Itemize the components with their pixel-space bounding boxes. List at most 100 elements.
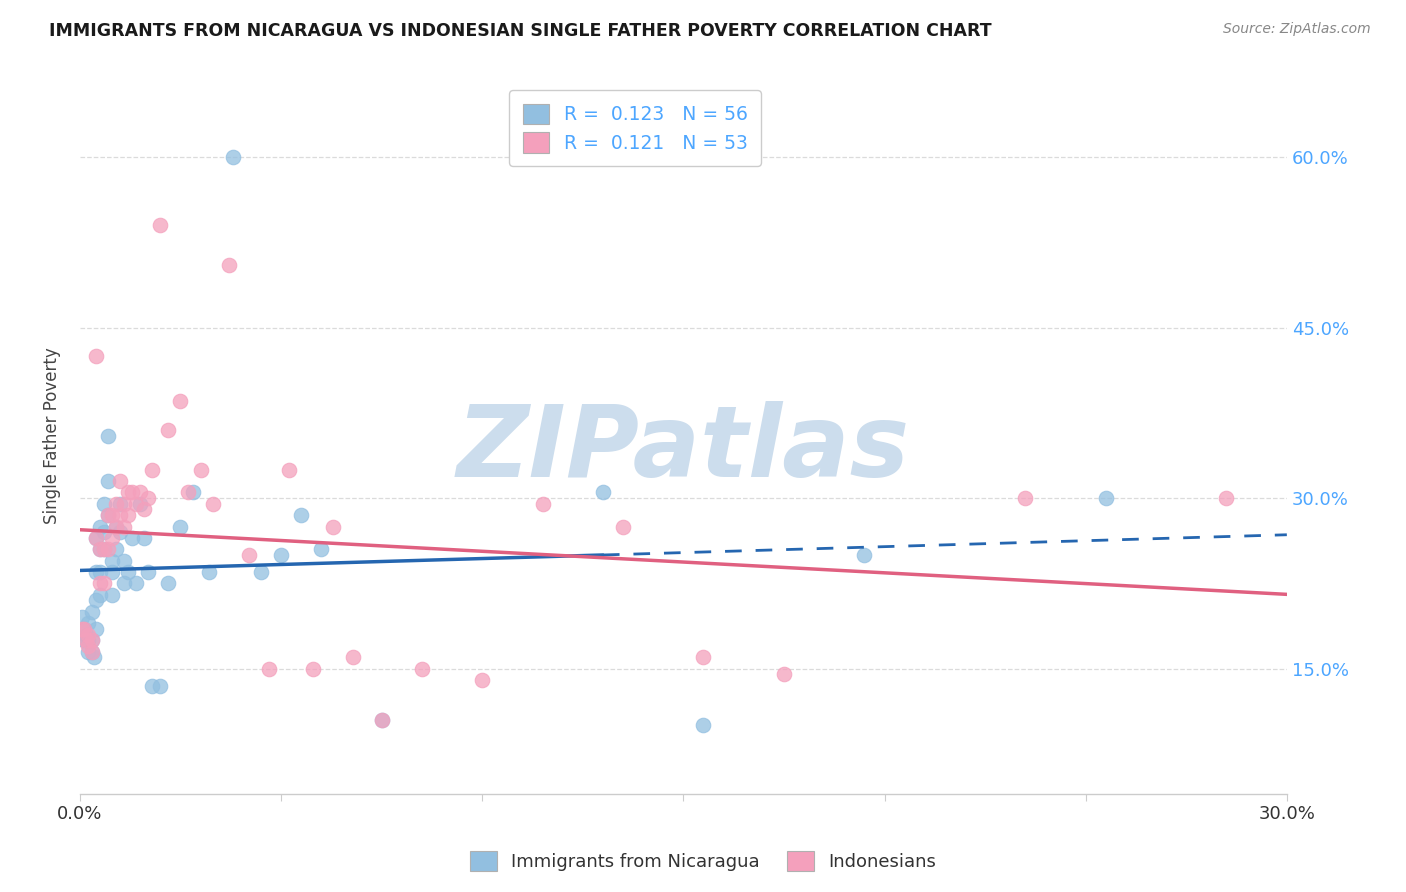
Point <box>80 644 103 658</box>
Point <box>89 542 111 557</box>
Point <box>89 519 111 533</box>
Point <box>84 531 107 545</box>
Point <box>169 394 191 409</box>
Point <box>73 633 96 648</box>
Point <box>75 627 97 641</box>
Point <box>101 565 124 579</box>
Point <box>89 565 111 579</box>
Legend: R =  0.123   N = 56, R =  0.121   N = 53: R = 0.123 N = 56, R = 0.121 N = 53 <box>509 90 761 166</box>
Point <box>77 627 100 641</box>
Point <box>89 542 111 557</box>
Point <box>80 633 103 648</box>
Point <box>101 553 124 567</box>
Text: ZIPatlas: ZIPatlas <box>457 401 910 499</box>
Point <box>101 531 124 545</box>
Point <box>342 650 364 665</box>
Point <box>157 423 180 437</box>
Point <box>93 525 115 540</box>
Point <box>84 622 107 636</box>
Point <box>222 150 245 164</box>
Point <box>136 491 159 505</box>
Point <box>93 576 115 591</box>
Point <box>89 588 111 602</box>
Point <box>97 428 120 442</box>
Point <box>309 542 332 557</box>
Point <box>80 633 103 648</box>
Point <box>105 519 128 533</box>
Point <box>181 485 204 500</box>
Point <box>97 474 120 488</box>
Point <box>169 519 191 533</box>
Point <box>238 548 260 562</box>
Point <box>108 497 131 511</box>
Y-axis label: Single Father Poverty: Single Father Poverty <box>44 347 60 524</box>
Point <box>692 650 714 665</box>
Point <box>108 508 131 523</box>
Point <box>70 622 93 636</box>
Point <box>302 662 325 676</box>
Point <box>73 622 96 636</box>
Point <box>853 548 876 562</box>
Point <box>93 542 115 557</box>
Text: Source: ZipAtlas.com: Source: ZipAtlas.com <box>1223 22 1371 37</box>
Point <box>70 610 93 624</box>
Point <box>93 497 115 511</box>
Point <box>531 497 554 511</box>
Point <box>190 463 212 477</box>
Point <box>270 548 292 562</box>
Point <box>1014 491 1036 505</box>
Point <box>692 718 714 732</box>
Point <box>1215 491 1237 505</box>
Point <box>105 519 128 533</box>
Point <box>136 565 159 579</box>
Point <box>105 497 128 511</box>
Point <box>77 639 100 653</box>
Point <box>97 508 120 523</box>
Point <box>257 662 280 676</box>
Point <box>112 553 135 567</box>
Point <box>177 485 200 500</box>
Point <box>93 542 115 557</box>
Point <box>83 650 105 665</box>
Point <box>201 497 224 511</box>
Point <box>129 497 152 511</box>
Point <box>141 463 163 477</box>
Point <box>101 588 124 602</box>
Point <box>84 349 107 363</box>
Point <box>612 519 634 533</box>
Point <box>370 713 392 727</box>
Point <box>112 576 135 591</box>
Point <box>278 463 301 477</box>
Point <box>322 519 344 533</box>
Point <box>218 258 240 272</box>
Point <box>149 679 172 693</box>
Legend: Immigrants from Nicaragua, Indonesians: Immigrants from Nicaragua, Indonesians <box>463 844 943 879</box>
Point <box>290 508 312 523</box>
Point <box>108 525 131 540</box>
Point <box>125 497 148 511</box>
Point <box>101 508 124 523</box>
Point <box>112 497 135 511</box>
Point <box>77 633 100 648</box>
Point <box>592 485 614 500</box>
Point <box>97 542 120 557</box>
Point <box>97 508 120 523</box>
Point <box>73 622 96 636</box>
Point <box>125 576 148 591</box>
Point <box>112 519 135 533</box>
Point <box>134 531 156 545</box>
Point <box>471 673 494 687</box>
Point <box>84 531 107 545</box>
Point <box>80 644 103 658</box>
Text: IMMIGRANTS FROM NICARAGUA VS INDONESIAN SINGLE FATHER POVERTY CORRELATION CHART: IMMIGRANTS FROM NICARAGUA VS INDONESIAN … <box>49 22 991 40</box>
Point <box>121 531 143 545</box>
Point <box>77 644 100 658</box>
Point <box>84 593 107 607</box>
Point <box>117 565 139 579</box>
Point <box>89 576 111 591</box>
Point <box>108 474 131 488</box>
Point <box>117 508 139 523</box>
Point <box>370 713 392 727</box>
Point <box>149 219 172 233</box>
Point <box>1094 491 1116 505</box>
